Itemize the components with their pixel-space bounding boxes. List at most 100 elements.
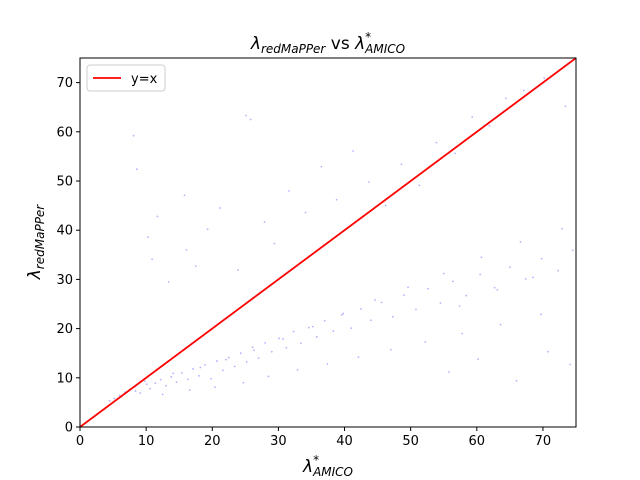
title-prefix: λ [250, 34, 261, 54]
scatter-point [304, 211, 307, 214]
scatter-point [183, 194, 186, 197]
scatter-point [219, 207, 222, 209]
scatter-point [352, 150, 355, 152]
scatter-point [515, 379, 518, 382]
scatter-point [524, 278, 527, 280]
scatter-point [118, 394, 121, 397]
legend-label: y=x [131, 72, 158, 87]
y-tick-label: 40 [56, 224, 73, 239]
scatter-point [216, 360, 218, 362]
y-tick-label: 70 [56, 76, 73, 91]
scatter-point [210, 377, 212, 380]
scatter-point [165, 384, 167, 387]
x-tick-label: 70 [535, 434, 552, 449]
scatter-point [320, 165, 323, 168]
scatter-point [340, 313, 343, 316]
scatter-point [543, 77, 546, 80]
scatter-point [448, 371, 450, 373]
scatter-point [426, 287, 429, 290]
scatter-point [332, 330, 335, 332]
x-tick-label: 0 [76, 434, 84, 449]
y-tick-label: 50 [56, 175, 73, 190]
scatter-point [225, 358, 228, 361]
scatter-point [143, 380, 146, 383]
scatter-point [350, 327, 353, 330]
xlabel-sup: * [313, 453, 319, 467]
scatter-point [461, 332, 464, 335]
scatter-point [253, 349, 255, 352]
title-prefix-sub: redMaPPer [261, 42, 326, 56]
y-tick-label: 30 [56, 273, 73, 288]
scatter-point [370, 319, 372, 322]
scatter-point [134, 390, 137, 392]
legend: y=x [86, 64, 166, 92]
scatter-point [172, 372, 175, 375]
xlabel-sub: AMICO [312, 465, 353, 479]
scatter-point [249, 118, 252, 121]
scatter-point [391, 315, 394, 318]
scatter-point [273, 242, 276, 245]
scatter-point [237, 269, 239, 271]
scatter-point [180, 371, 183, 374]
scatter-point [175, 381, 178, 384]
scatter-point [263, 220, 266, 223]
scatter-point [571, 249, 574, 252]
scatter-point [519, 241, 522, 243]
ylabel-sub: redMaPPer [33, 204, 47, 269]
scatter-point [135, 168, 138, 171]
scatter-point [418, 184, 421, 187]
x-tick-label: 50 [402, 434, 419, 449]
chart-title: λredMaPPer vs λ* AMICO [250, 30, 405, 56]
plot-frame [79, 57, 577, 428]
scatter-point [192, 368, 194, 370]
scatter-point [156, 215, 159, 218]
scatter-point [557, 269, 560, 272]
scatter-point [439, 302, 442, 304]
scatter-point [400, 163, 403, 166]
y-tick-label: 0 [65, 421, 73, 436]
scatter-point [368, 181, 370, 183]
scatter-point [198, 374, 200, 377]
scatter-points [108, 77, 574, 402]
x-tick-label: 10 [138, 434, 155, 449]
x-tick-label: 40 [336, 434, 353, 449]
scatter-point [357, 356, 360, 359]
scatter-point [139, 392, 142, 394]
scatter-point [245, 114, 247, 117]
y-equals-x-line [80, 58, 576, 427]
scatter-point [204, 364, 206, 366]
scatter-point [505, 97, 507, 100]
y-tick-label: 60 [56, 125, 73, 140]
scatter-point [424, 340, 427, 343]
scatter-point [113, 397, 116, 400]
x-axis-label: λ* AMICO [302, 453, 353, 479]
scatter-point [488, 125, 491, 127]
scatter-point [454, 152, 456, 155]
scatter-point [435, 141, 438, 144]
scatter-point [245, 361, 248, 363]
scatter-point [188, 389, 191, 391]
scatter-point [493, 286, 496, 289]
scatter-point [380, 301, 383, 304]
scatter-point [540, 313, 542, 316]
scatter-point [415, 308, 417, 311]
scatter-point [311, 325, 314, 328]
scatter-point [278, 337, 280, 340]
scatter-point [326, 363, 329, 365]
scatter-point [149, 387, 152, 390]
scatter-point [285, 346, 288, 349]
scatter-point [251, 346, 254, 349]
scatter-point [159, 378, 162, 381]
scatter-point [496, 288, 499, 291]
scatter-point [132, 134, 135, 137]
scatter-point [167, 280, 170, 283]
y-tick-label: 10 [56, 371, 73, 386]
scatter-point [458, 305, 461, 307]
scatter-point [442, 272, 445, 275]
scatter-point [564, 105, 567, 108]
scatter-point [296, 369, 299, 371]
scatter-point [374, 299, 376, 301]
scatter-point [239, 352, 242, 355]
